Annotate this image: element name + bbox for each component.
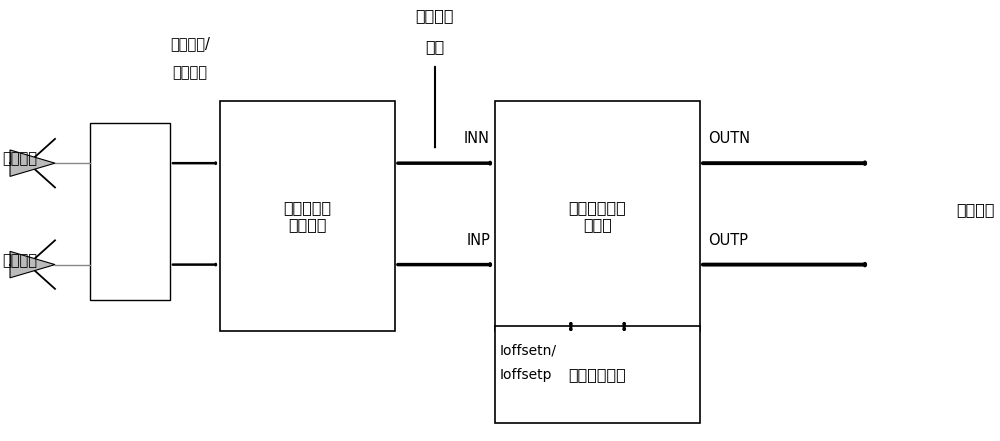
Text: 外部数据: 外部数据 — [2, 151, 37, 166]
Text: OUTN: OUTN — [708, 131, 750, 146]
Text: 可编程匹配
电阻模块: 可编程匹配 电阻模块 — [283, 200, 332, 232]
Text: 数据: 数据 — [425, 39, 445, 54]
Text: 失调校准模块: 失调校准模块 — [569, 367, 626, 382]
Text: Ioffsetp: Ioffsetp — [500, 368, 552, 382]
Text: OUTP: OUTP — [708, 233, 748, 248]
FancyBboxPatch shape — [90, 123, 170, 300]
Text: 本地接收: 本地接收 — [416, 8, 454, 23]
Polygon shape — [10, 251, 55, 278]
Text: 交流耦合/: 交流耦合/ — [170, 37, 210, 52]
Text: 连续时间均衡
放大器: 连续时间均衡 放大器 — [569, 200, 626, 232]
Text: 外部数据: 外部数据 — [2, 253, 37, 268]
Text: Ioffsetn/: Ioffsetn/ — [500, 344, 557, 358]
Text: 恢复数据: 恢复数据 — [956, 202, 995, 217]
FancyBboxPatch shape — [495, 101, 700, 331]
FancyBboxPatch shape — [220, 101, 395, 331]
Text: INP: INP — [466, 233, 490, 248]
Polygon shape — [10, 150, 55, 176]
FancyBboxPatch shape — [495, 326, 700, 423]
Text: 直流耦合: 直流耦合 — [173, 65, 208, 80]
Text: INN: INN — [464, 131, 490, 146]
